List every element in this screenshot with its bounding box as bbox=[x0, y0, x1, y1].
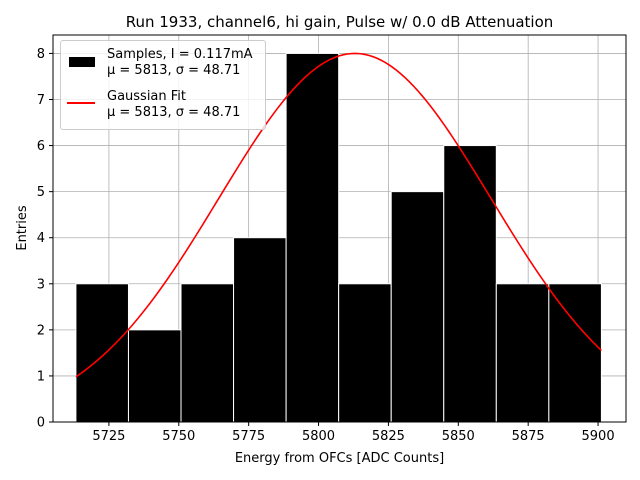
histogram-bar bbox=[180, 283, 235, 423]
legend-fit-line2: μ = 5813, σ = 48.71 bbox=[107, 105, 241, 120]
histogram-bar bbox=[390, 191, 445, 423]
histogram-bar bbox=[127, 329, 182, 423]
x-axis-label: Energy from OFCs [ADC Counts] bbox=[235, 451, 444, 466]
legend: Samples, I = 0.117mA μ = 5813, σ = 48.71… bbox=[60, 40, 266, 130]
y-tick-label: 3 bbox=[37, 277, 45, 292]
y-tick-label: 7 bbox=[37, 93, 45, 108]
y-tick-label: 4 bbox=[37, 231, 45, 246]
histogram-bar bbox=[495, 283, 550, 423]
gaussian-fit-line bbox=[75, 52, 602, 378]
plot-frame bbox=[52, 34, 627, 423]
legend-fit-swatch bbox=[67, 102, 95, 104]
legend-samples-line1: Samples, I = 0.117mA bbox=[107, 47, 253, 62]
x-tick-label: 5825 bbox=[372, 429, 405, 444]
y-tick-label: 1 bbox=[37, 369, 45, 384]
chart-title: Run 1933, channel6, hi gain, Pulse w/ 0.… bbox=[126, 13, 554, 31]
y-tick-label: 0 bbox=[37, 416, 45, 431]
y-tick-label: 6 bbox=[37, 139, 45, 154]
histogram-bar bbox=[285, 52, 340, 423]
histogram-bar bbox=[548, 283, 602, 423]
x-tick-label: 5775 bbox=[232, 429, 265, 444]
x-axis-ticks: 5725 5750 5775 5800 5825 5850 5875 5900 bbox=[92, 422, 615, 444]
x-tick-label: 5750 bbox=[162, 429, 195, 444]
legend-samples-swatch bbox=[69, 57, 95, 67]
legend-samples-text: Samples, I = 0.117mA μ = 5813, σ = 48.71 bbox=[107, 47, 253, 79]
legend-fit-text: Gaussian Fit μ = 5813, σ = 48.71 bbox=[107, 89, 240, 121]
x-tick-label: 5800 bbox=[302, 429, 335, 444]
histogram-bar bbox=[443, 145, 497, 423]
histogram-bar bbox=[233, 237, 287, 423]
y-axis-ticks: 0 1 2 3 4 5 6 7 8 bbox=[37, 47, 53, 431]
y-tick-label: 8 bbox=[37, 47, 45, 62]
x-tick-label: 5875 bbox=[512, 429, 545, 444]
y-axis-label: Entries bbox=[15, 205, 30, 251]
legend-entry-fit: Gaussian Fit μ = 5813, σ = 48.71 bbox=[61, 85, 265, 125]
legend-entry-samples: Samples, I = 0.117mA μ = 5813, σ = 48.71 bbox=[61, 43, 265, 83]
legend-fit-line1: Gaussian Fit bbox=[107, 89, 187, 104]
y-tick-label: 2 bbox=[37, 323, 45, 338]
x-tick-label: 5900 bbox=[582, 429, 615, 444]
x-tick-label: 5725 bbox=[92, 429, 125, 444]
x-tick-label: 5850 bbox=[442, 429, 475, 444]
histogram-bar bbox=[75, 283, 129, 423]
histogram-bar bbox=[338, 283, 392, 423]
y-tick-label: 5 bbox=[37, 185, 45, 200]
legend-samples-line2: μ = 5813, σ = 48.71 bbox=[107, 63, 241, 78]
